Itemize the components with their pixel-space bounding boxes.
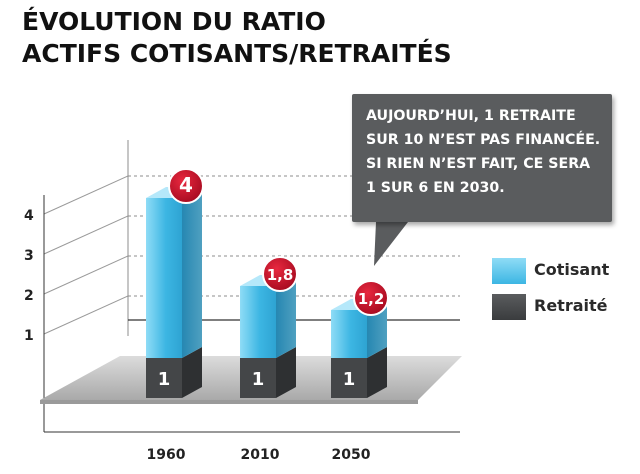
data-label-retraite: 1 [158, 369, 171, 390]
callout-box: AUJOURD’HUI, 1 RETRAITE SUR 10 N’EST PAS… [352, 94, 612, 222]
y-tick-label: 2 [24, 288, 34, 304]
bar-segment-retraite [146, 358, 182, 398]
data-label-retraite: 1 [252, 369, 265, 390]
title-line-1: ÉVOLUTION DU RATIO [22, 7, 326, 36]
callout-pointer [374, 222, 408, 266]
gridline-diagonal [43, 255, 129, 295]
labels-group: 1 4 1960 1 1,8 2010 1 1,2 2050 [147, 168, 389, 463]
title-line-2: ACTIFS COTISANTS/RETRAITÉS [22, 39, 452, 68]
data-label-cotisant: 1,8 [267, 266, 294, 284]
bar-side-retraite [182, 347, 202, 398]
bar-segment-retraite [331, 358, 367, 398]
bars-group [146, 187, 387, 398]
bar-segment-cotisant [240, 286, 276, 358]
x-tick-label: 2050 [332, 447, 371, 463]
bar-segment-cotisant [331, 310, 367, 358]
y-tick-label: 3 [24, 248, 34, 264]
value-badge [168, 168, 204, 204]
bar-side-retraite [367, 347, 387, 398]
x-tick-label: 2010 [241, 447, 280, 463]
data-label-retraite: 1 [343, 369, 356, 390]
y-tick-label: 1 [24, 328, 34, 344]
callout-text: AUJOURD’HUI, 1 RETRAITE SUR 10 N’EST PAS… [366, 108, 601, 196]
data-label-cotisant: 1,2 [358, 290, 385, 308]
bar-side-retraite [276, 347, 296, 398]
gridline-diagonal [43, 215, 129, 255]
value-badge [262, 256, 298, 292]
x-tick-label: 1960 [147, 447, 186, 463]
gridline-diagonal [43, 175, 129, 215]
bar-side-cotisant [182, 187, 202, 358]
y-tick-label: 4 [24, 208, 34, 224]
bar-segment-cotisant [146, 198, 182, 358]
legend-item-retraite: Retraité [492, 294, 632, 320]
chart-title: ÉVOLUTION DU RATIO ACTIFS COTISANTS/RETR… [22, 6, 452, 70]
gridline-diagonal [43, 295, 129, 335]
legend-swatch-retraite [492, 294, 526, 320]
legend-item-cotisant: Cotisant [492, 258, 632, 284]
bar-segment-retraite [240, 358, 276, 398]
floor-edge [40, 400, 418, 404]
legend-label-cotisant: Cotisant [534, 260, 610, 279]
bar-side-cotisant [276, 275, 296, 358]
legend-label-retraite: Retraité [534, 296, 608, 315]
value-badge [353, 280, 389, 316]
data-label-cotisant: 4 [179, 173, 193, 197]
legend-swatch-cotisant [492, 258, 526, 284]
